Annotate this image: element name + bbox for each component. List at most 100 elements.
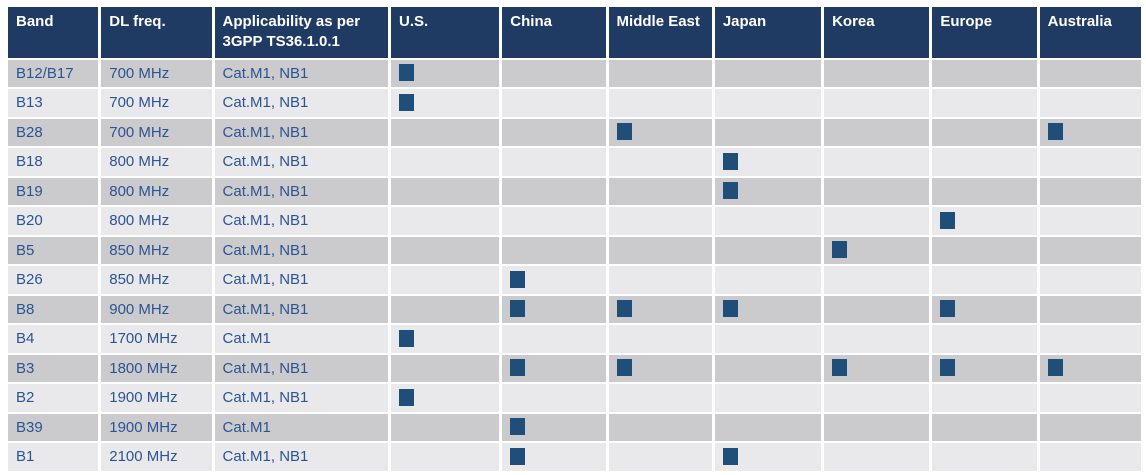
square-marker-icon — [510, 447, 526, 465]
region-cell-middle-east — [608, 236, 712, 264]
table-row: B4 1700 MHz Cat.M1 — [8, 325, 1141, 353]
table-row: B1 2100 MHz Cat.M1, NB1 — [8, 443, 1141, 471]
dl-freq-cell: 1800 MHz — [101, 354, 212, 382]
region-cell-us — [391, 207, 500, 235]
region-cell-middle-east — [608, 295, 712, 323]
dl-freq-cell: 850 MHz — [101, 266, 212, 294]
band-cell: B26 — [8, 266, 99, 294]
band-cell: B19 — [8, 177, 99, 205]
table-row: B39 1900 MHz Cat.M1 — [8, 413, 1141, 441]
region-cell-china — [502, 443, 606, 471]
region-cell-korea — [824, 413, 930, 441]
region-cell-europe — [932, 295, 1037, 323]
header-band: Band — [8, 7, 99, 58]
header-china: China — [502, 7, 606, 58]
region-cell-australia — [1039, 384, 1141, 412]
region-cell-us — [391, 325, 500, 353]
region-cell-china — [502, 384, 606, 412]
region-cell-china — [502, 207, 606, 235]
header-dl-freq: DL freq. — [101, 7, 212, 58]
applicability-cell: Cat.M1, NB1 — [214, 59, 388, 87]
region-cell-australia — [1039, 266, 1141, 294]
band-cell: B18 — [8, 148, 99, 176]
region-cell-china — [502, 118, 606, 146]
region-cell-australia — [1039, 148, 1141, 176]
region-cell-korea — [824, 118, 930, 146]
square-marker-icon — [1047, 359, 1063, 377]
region-cell-japan — [714, 295, 822, 323]
region-cell-japan — [714, 148, 822, 176]
region-cell-middle-east — [608, 443, 712, 471]
region-cell-japan — [714, 207, 822, 235]
region-cell-australia — [1039, 207, 1141, 235]
square-marker-icon — [399, 93, 414, 111]
region-cell-middle-east — [608, 354, 712, 382]
square-marker-icon — [616, 359, 632, 377]
header-europe: Europe — [932, 7, 1037, 58]
region-cell-australia — [1039, 413, 1141, 441]
region-cell-china — [502, 89, 606, 117]
region-cell-us — [391, 413, 500, 441]
region-cell-korea — [824, 59, 930, 87]
square-marker-icon — [722, 152, 738, 170]
region-cell-us — [391, 89, 500, 117]
applicability-cell: Cat.M1, NB1 — [214, 236, 388, 264]
dl-freq-cell: 1900 MHz — [101, 384, 212, 412]
region-cell-us — [391, 59, 500, 87]
region-cell-middle-east — [608, 325, 712, 353]
region-cell-middle-east — [608, 59, 712, 87]
region-cell-europe — [932, 266, 1037, 294]
region-cell-australia — [1039, 443, 1141, 471]
dl-freq-cell: 1900 MHz — [101, 413, 212, 441]
region-cell-europe — [932, 207, 1037, 235]
dl-freq-cell: 850 MHz — [101, 236, 212, 264]
region-cell-korea — [824, 148, 930, 176]
applicability-cell: Cat.M1, NB1 — [214, 177, 388, 205]
dl-freq-cell: 800 MHz — [101, 177, 212, 205]
region-cell-china — [502, 266, 606, 294]
square-marker-icon — [399, 64, 414, 82]
region-cell-japan — [714, 384, 822, 412]
region-cell-japan — [714, 118, 822, 146]
region-cell-australia — [1039, 59, 1141, 87]
band-cell: B39 — [8, 413, 99, 441]
table-body: B12/B17 700 MHz Cat.M1, NB1 B13 700 MHz Cat.M… — [8, 59, 1141, 471]
table-header: Band DL freq. Applicability as per 3GPP … — [8, 7, 1141, 58]
applicability-cell: Cat.M1 — [214, 413, 388, 441]
header-middle-east: Middle East — [608, 7, 712, 58]
square-marker-icon — [399, 329, 414, 347]
band-applicability-table: Band DL freq. Applicability as per 3GPP … — [5, 5, 1144, 473]
region-cell-europe — [932, 118, 1037, 146]
region-cell-us — [391, 295, 500, 323]
table-row: B28 700 MHz Cat.M1, NB1 — [8, 118, 1141, 146]
region-cell-europe — [932, 89, 1037, 117]
region-cell-middle-east — [608, 384, 712, 412]
table-row: B13 700 MHz Cat.M1, NB1 — [8, 89, 1141, 117]
region-cell-china — [502, 177, 606, 205]
applicability-cell: Cat.M1, NB1 — [214, 266, 388, 294]
region-cell-us — [391, 384, 500, 412]
applicability-cell: Cat.M1, NB1 — [214, 443, 388, 471]
square-marker-icon — [510, 300, 526, 318]
applicability-cell: Cat.M1, NB1 — [214, 148, 388, 176]
band-cell: B5 — [8, 236, 99, 264]
square-marker-icon — [510, 270, 526, 288]
region-cell-korea — [824, 295, 930, 323]
band-cell: B20 — [8, 207, 99, 235]
region-cell-europe — [932, 354, 1037, 382]
region-cell-korea — [824, 384, 930, 412]
region-cell-us — [391, 148, 500, 176]
band-cell: B2 — [8, 384, 99, 412]
region-cell-australia — [1039, 177, 1141, 205]
dl-freq-cell: 1700 MHz — [101, 325, 212, 353]
band-cell: B12/B17 — [8, 59, 99, 87]
region-cell-middle-east — [608, 89, 712, 117]
table-row: B19 800 MHz Cat.M1, NB1 — [8, 177, 1141, 205]
region-cell-europe — [932, 148, 1037, 176]
header-korea: Korea — [824, 7, 930, 58]
applicability-cell: Cat.M1, NB1 — [214, 384, 388, 412]
square-marker-icon — [616, 300, 632, 318]
region-cell-australia — [1039, 354, 1141, 382]
square-marker-icon — [510, 359, 526, 377]
region-cell-middle-east — [608, 118, 712, 146]
